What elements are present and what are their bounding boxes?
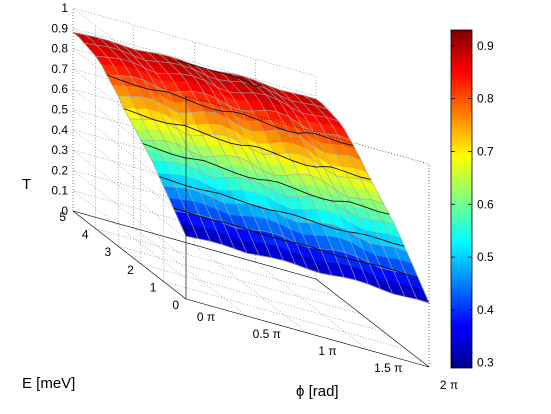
z-tick-label: 0.1 <box>51 184 68 198</box>
y-floor-gridline <box>95 228 339 297</box>
colorbar-tick-label: 0.9 <box>477 39 494 53</box>
y-tick-label: 1 <box>150 280 157 294</box>
y-floor-gridline <box>140 263 384 333</box>
z-tick-label: 0.8 <box>51 42 68 56</box>
z-axis-label: T <box>22 176 31 193</box>
axis-tick-labels: 0 0.1 0.2 0.3 0.4 0.5 0.6 0.7 0.8 0.9 1 0 1 2 3 4 5 0 π 0.… <box>51 1 458 392</box>
axis-edge <box>72 210 317 280</box>
y-tick-label: 3 <box>105 245 112 259</box>
contour-line <box>173 207 418 278</box>
colorbar-ticks: 0.3 0.4 0.5 0.6 0.7 0.8 0.9 <box>451 39 494 370</box>
mesh-line-energy <box>185 235 430 304</box>
contour-line <box>106 74 354 147</box>
axis-edge <box>315 278 430 368</box>
mesh-line-energy <box>163 185 407 252</box>
contour-line <box>142 143 390 215</box>
colorbar-tick-label: 0.3 <box>477 356 494 370</box>
mesh-line-energy <box>106 74 351 140</box>
axis-edge <box>185 298 430 368</box>
z-tick-label: 1 <box>61 1 68 15</box>
y-tick-label: 5 <box>59 210 66 224</box>
colorbar-tick-label: 0.6 <box>477 197 494 211</box>
mesh-line-energy <box>129 118 373 184</box>
z-tick-label: 0.2 <box>51 163 68 177</box>
x-axis-label-unit: [rad] <box>304 383 338 400</box>
z-tick-label: 0.6 <box>51 82 68 96</box>
y-tick-label: 2 <box>127 263 134 277</box>
z-tick-label: 0.7 <box>51 62 68 76</box>
x-tick-label: 0.5 π <box>253 327 281 341</box>
mesh-line-energy <box>95 55 339 122</box>
colorbar-tick-label: 0.8 <box>477 92 494 106</box>
x-tick-label: 2 π <box>440 378 458 392</box>
colorbar-tick-label: 0.7 <box>477 144 494 158</box>
z-tick-label: 0.5 <box>51 103 68 117</box>
y-axis-label: E [meV] <box>22 375 75 392</box>
x-axis-label-symbol: ϕ <box>296 383 304 400</box>
contour-lines <box>106 60 418 278</box>
colorbar-tick-label: 0.5 <box>477 250 494 264</box>
z-tick-label: 0.4 <box>51 123 68 137</box>
y-tick-label: 4 <box>82 228 89 242</box>
colorbar-tick-label: 0.4 <box>477 303 494 317</box>
contour-line <box>176 60 262 87</box>
x-tick-label: 0 π <box>197 310 215 324</box>
colorbar <box>450 29 473 369</box>
mesh-line-energy <box>118 95 362 161</box>
x-axis-label: ϕ [rad] <box>296 383 339 400</box>
z-tick-label: 0.9 <box>51 21 68 35</box>
contour-line <box>159 176 405 247</box>
mesh-line-energy <box>140 139 384 205</box>
z-tick-label: 0 <box>61 204 68 218</box>
axes-box <box>72 95 430 368</box>
contour-line <box>123 108 371 180</box>
y-tick-label: 0 <box>172 298 179 312</box>
axis-edge <box>72 210 187 300</box>
axis-edge <box>185 95 430 165</box>
mesh-line-energy <box>152 160 396 226</box>
x-tick-label: 1.5 π <box>374 361 402 375</box>
x-tick-label: 1 π <box>318 344 336 358</box>
mesh-line-energy <box>84 42 328 110</box>
z-tick-label: 0.3 <box>51 143 68 157</box>
